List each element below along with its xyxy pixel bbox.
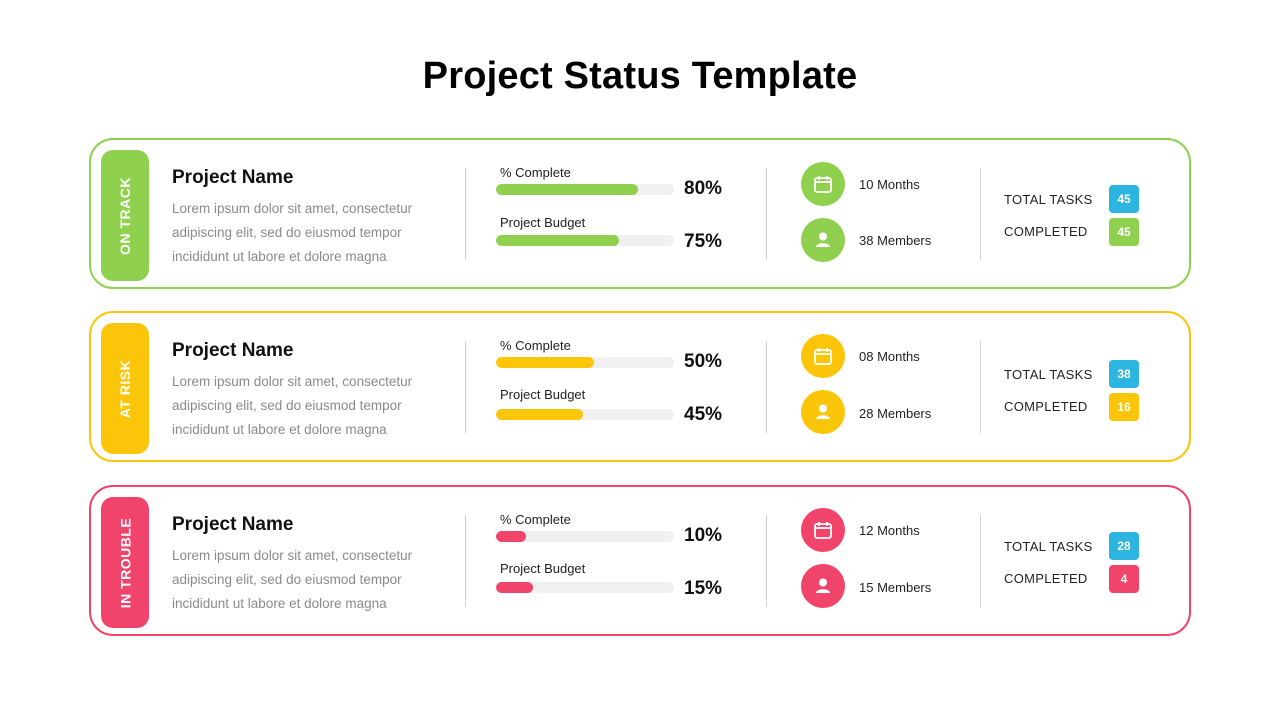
divider bbox=[980, 515, 981, 607]
completed-badge: 16 bbox=[1109, 393, 1139, 421]
completed-label: COMPLETED bbox=[1004, 399, 1088, 414]
status-label: IN TROUBLE bbox=[117, 517, 133, 608]
complete-bar-fill bbox=[496, 184, 639, 195]
budget-label: Project Budget bbox=[500, 561, 586, 576]
total-tasks-badge: 38 bbox=[1109, 360, 1139, 388]
completed-label: COMPLETED bbox=[1004, 571, 1088, 586]
complete-label: % Complete bbox=[500, 338, 571, 353]
duration-text: 10 Months bbox=[859, 177, 920, 192]
complete-percent: 50% bbox=[684, 351, 723, 372]
status-label: AT RISK bbox=[117, 359, 133, 418]
budget-bar bbox=[496, 409, 674, 420]
complete-bar bbox=[496, 357, 674, 368]
divider bbox=[980, 168, 981, 260]
duration-text: 12 Months bbox=[859, 523, 920, 538]
members-text: 28 Members bbox=[859, 406, 932, 421]
calendar-icon bbox=[801, 162, 845, 206]
project-description: Lorem ipsum dolor sit amet, consectetur … bbox=[172, 201, 413, 264]
status-label: ON TRACK bbox=[117, 176, 134, 255]
divider bbox=[465, 168, 466, 260]
project-description: Lorem ipsum dolor sit amet, consectetur … bbox=[172, 374, 413, 437]
budget-percent: 75% bbox=[684, 231, 723, 252]
calendar-icon bbox=[801, 334, 845, 378]
total-tasks-label: TOTAL TASKS bbox=[1004, 192, 1093, 207]
complete-bar-fill bbox=[496, 357, 594, 368]
project-name: Project Name bbox=[172, 514, 294, 535]
budget-bar-fill bbox=[496, 235, 619, 246]
user-icon bbox=[801, 218, 845, 262]
status-pill: IN TROUBLE bbox=[101, 497, 149, 628]
status-pill: AT RISK bbox=[101, 323, 149, 454]
completed-badge: 45 bbox=[1109, 218, 1139, 246]
complete-bar bbox=[496, 531, 674, 542]
user-icon bbox=[801, 390, 845, 434]
project-card-in-trouble: IN TROUBLE Project Name Lorem ipsum dolo… bbox=[89, 485, 1191, 636]
user-icon bbox=[801, 564, 845, 608]
duration-text: 08 Months bbox=[859, 349, 920, 364]
divider bbox=[766, 341, 767, 433]
budget-bar-fill bbox=[496, 582, 534, 593]
divider bbox=[766, 168, 767, 260]
complete-label: % Complete bbox=[500, 165, 571, 180]
budget-label: Project Budget bbox=[500, 387, 586, 402]
calendar-icon bbox=[801, 508, 845, 552]
complete-label: % Complete bbox=[500, 512, 571, 527]
page-title: Project Status Template bbox=[422, 55, 858, 97]
budget-bar bbox=[496, 235, 674, 246]
divider bbox=[766, 515, 767, 607]
divider bbox=[465, 515, 466, 607]
members-text: 15 Members bbox=[859, 580, 932, 595]
divider bbox=[465, 341, 466, 433]
budget-label: Project Budget bbox=[500, 215, 586, 230]
project-card-on-track: ON TRACK Project Name Lorem ipsum dolor … bbox=[89, 138, 1191, 289]
divider bbox=[980, 341, 981, 433]
members-text: 38 Members bbox=[859, 233, 932, 248]
project-card-at-risk: AT RISK Project Name Lorem ipsum dolor s… bbox=[89, 311, 1191, 462]
status-pill: ON TRACK bbox=[101, 150, 149, 281]
total-tasks-badge: 28 bbox=[1109, 532, 1139, 560]
complete-percent: 10% bbox=[684, 525, 723, 546]
complete-bar bbox=[496, 184, 674, 195]
complete-bar-fill bbox=[496, 531, 527, 542]
project-name: Project Name bbox=[172, 167, 294, 188]
total-tasks-label: TOTAL TASKS bbox=[1004, 367, 1093, 382]
budget-percent: 15% bbox=[684, 578, 723, 599]
completed-label: COMPLETED bbox=[1004, 224, 1088, 239]
project-name: Project Name bbox=[172, 340, 294, 361]
total-tasks-label: TOTAL TASKS bbox=[1004, 539, 1093, 554]
completed-badge: 4 bbox=[1109, 565, 1139, 593]
budget-bar-fill bbox=[496, 409, 584, 420]
project-description: Lorem ipsum dolor sit amet, consectetur … bbox=[172, 548, 413, 611]
complete-percent: 80% bbox=[684, 178, 723, 199]
total-tasks-badge: 45 bbox=[1109, 185, 1139, 213]
budget-bar bbox=[496, 582, 674, 593]
budget-percent: 45% bbox=[684, 404, 723, 425]
